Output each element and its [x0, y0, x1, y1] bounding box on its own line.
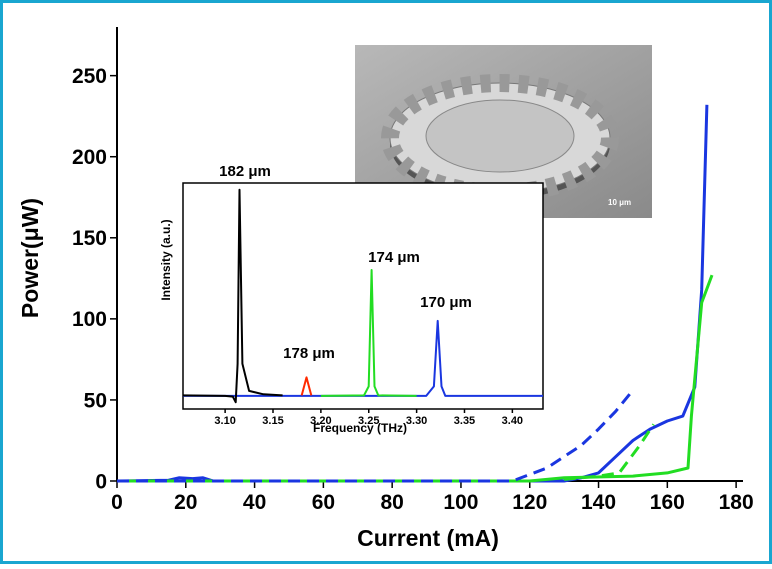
x-axis-title: Current (mA) [357, 525, 499, 551]
x-tick-label: 40 [243, 491, 266, 514]
y-tick-label: 0 [95, 470, 107, 493]
peak-label: 174 μm [368, 249, 420, 266]
scale-label: 10 μm [608, 198, 631, 207]
series-line [320, 269, 417, 397]
y-tick-label: 50 [84, 389, 107, 412]
x-tick-label: 20 [174, 491, 197, 514]
inset-box [182, 182, 544, 410]
x-tick-label: 100 [443, 491, 478, 514]
series-line [563, 423, 655, 481]
series-line [183, 319, 543, 397]
x-tick-label: 80 [380, 491, 403, 514]
y-tick-label: 150 [72, 227, 107, 250]
peak-label: 182 μm [219, 163, 271, 180]
y-tick-label: 200 [72, 146, 107, 169]
plot-0: 0 20 40 60 80 100 120 140 160 180 0 50 100 150 200 250 C… [17, 27, 754, 551]
x-tick-label: 0 [111, 491, 123, 514]
disk-center [425, 99, 575, 173]
series-line [182, 188, 283, 404]
y-axis-title: Intensity (a.u.) [159, 219, 173, 300]
x-tick-label: 3.10 [214, 415, 235, 427]
x-axis-title: Frequency (THz) [313, 421, 407, 435]
x-tick-label: 3.35 [454, 415, 475, 427]
series-line [117, 389, 635, 483]
x-tick-label: 140 [581, 491, 616, 514]
series-line [300, 376, 313, 396]
series-line [117, 274, 714, 483]
x-tick-label: 180 [719, 491, 754, 514]
x-tick-label: 160 [650, 491, 685, 514]
plot-1: 3.10 3.15 3.20 3.25 3.30 3.35 3.40 Frequency (T… [159, 163, 544, 435]
x-tick-label: 3.40 [502, 415, 523, 427]
x-tick-label: 3.25 [358, 415, 379, 427]
x-tick-label: 60 [312, 491, 335, 514]
x-tick-label: 3.20 [310, 415, 331, 427]
series-line [116, 104, 709, 483]
y-axis-title: Power(μW) [17, 198, 43, 318]
y-tick-label: 100 [72, 308, 107, 331]
x-tick-label: 3.15 [262, 415, 283, 427]
y-tick-label: 250 [72, 65, 107, 88]
peak-label: 178 μm [283, 345, 335, 362]
x-tick-label: 120 [512, 491, 547, 514]
x-tick-label: 3.30 [406, 415, 427, 427]
peak-label: 170 μm [420, 294, 472, 311]
